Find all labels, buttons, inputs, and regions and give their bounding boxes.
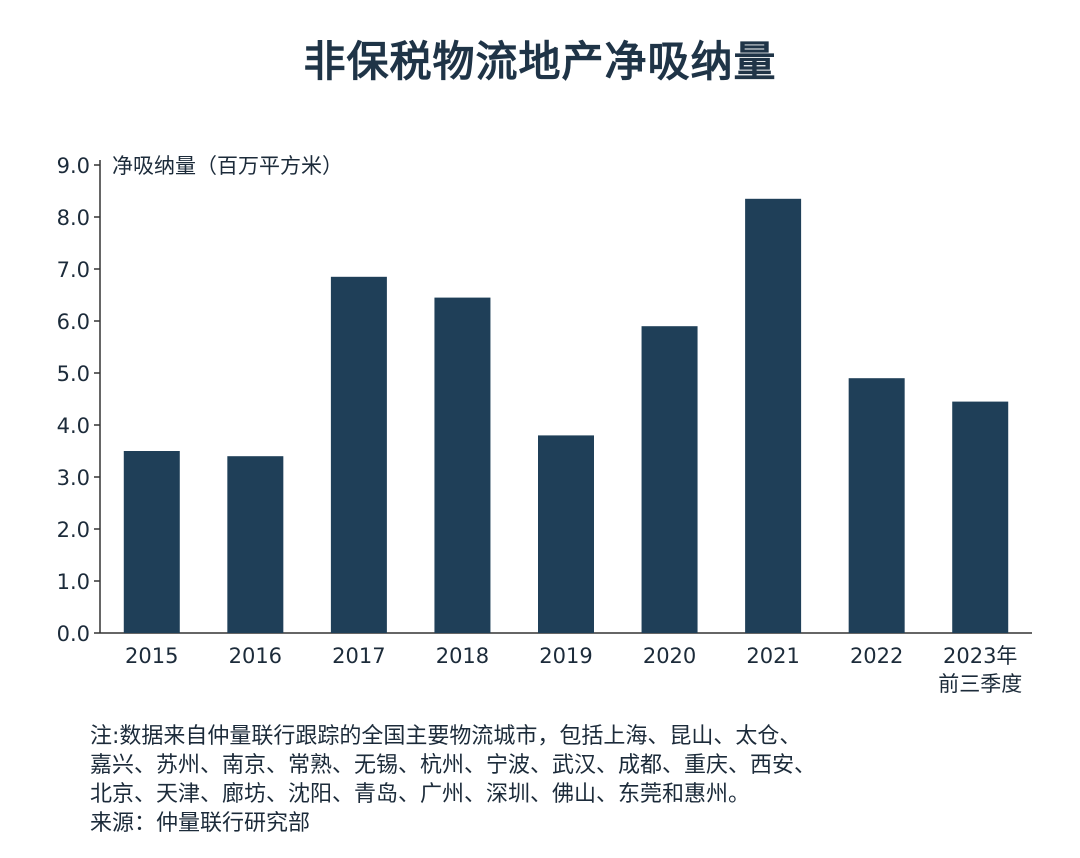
x-tick-label: 2021	[746, 644, 799, 668]
source-line: 来源：仲量联行研究部	[90, 811, 311, 836]
bar-6	[745, 198, 802, 634]
bar-4	[538, 435, 594, 633]
bar-7	[848, 378, 905, 633]
note-line-3: 北京、天津、廊坊、沈阳、青岛、广州、深圳、佛山、东莞和惠州。	[90, 782, 751, 807]
y-tick-label: 7.0	[57, 258, 90, 282]
y-tick-label: 2.0	[57, 518, 90, 542]
bar-1	[227, 456, 284, 633]
x-tick-label: 2017	[332, 644, 385, 668]
y-tick-label: 3.0	[57, 466, 90, 490]
x-tick-label: 2020	[643, 644, 696, 668]
x-tick-label: 2022	[850, 644, 903, 668]
bar-3	[434, 297, 491, 633]
y-tick-label: 9.0	[57, 154, 90, 178]
bar-8	[952, 401, 1009, 633]
x-tick-label: 2016	[229, 644, 282, 668]
bar-5	[641, 326, 698, 633]
y-tick-label: 1.0	[57, 570, 90, 594]
y-tick-label: 5.0	[57, 362, 90, 386]
chart-notes: 注:数据来自仲量联行跟踪的全国主要物流城市，包括上海、昆山、太仓、 嘉兴、苏州、…	[90, 722, 1050, 838]
bar-0	[123, 451, 180, 633]
y-axis-label: 净吸纳量（百万平方米）	[112, 154, 343, 178]
y-tick-label: 8.0	[57, 206, 90, 230]
x-tick-label: 2015	[125, 644, 178, 668]
y-tick-label: 6.0	[57, 310, 90, 334]
y-tick-label: 0.0	[57, 622, 90, 646]
chart-title: 非保税物流地产净吸纳量	[303, 37, 777, 86]
x-tick-label: 2019	[539, 644, 592, 668]
y-tick-label: 4.0	[57, 414, 90, 438]
x-tick-label: 2018	[436, 644, 489, 668]
note-line-1: 注:数据来自仲量联行跟踪的全国主要物流城市，包括上海、昆山、太仓、	[90, 724, 802, 749]
note-line-2: 嘉兴、苏州、南京、常熟、无锡、杭州、宁波、武汉、成都、重庆、西安、	[90, 753, 817, 778]
x-tick-label: 前三季度	[938, 672, 1022, 696]
x-tick-label: 2023年	[943, 644, 1017, 668]
bar-2	[330, 276, 387, 633]
